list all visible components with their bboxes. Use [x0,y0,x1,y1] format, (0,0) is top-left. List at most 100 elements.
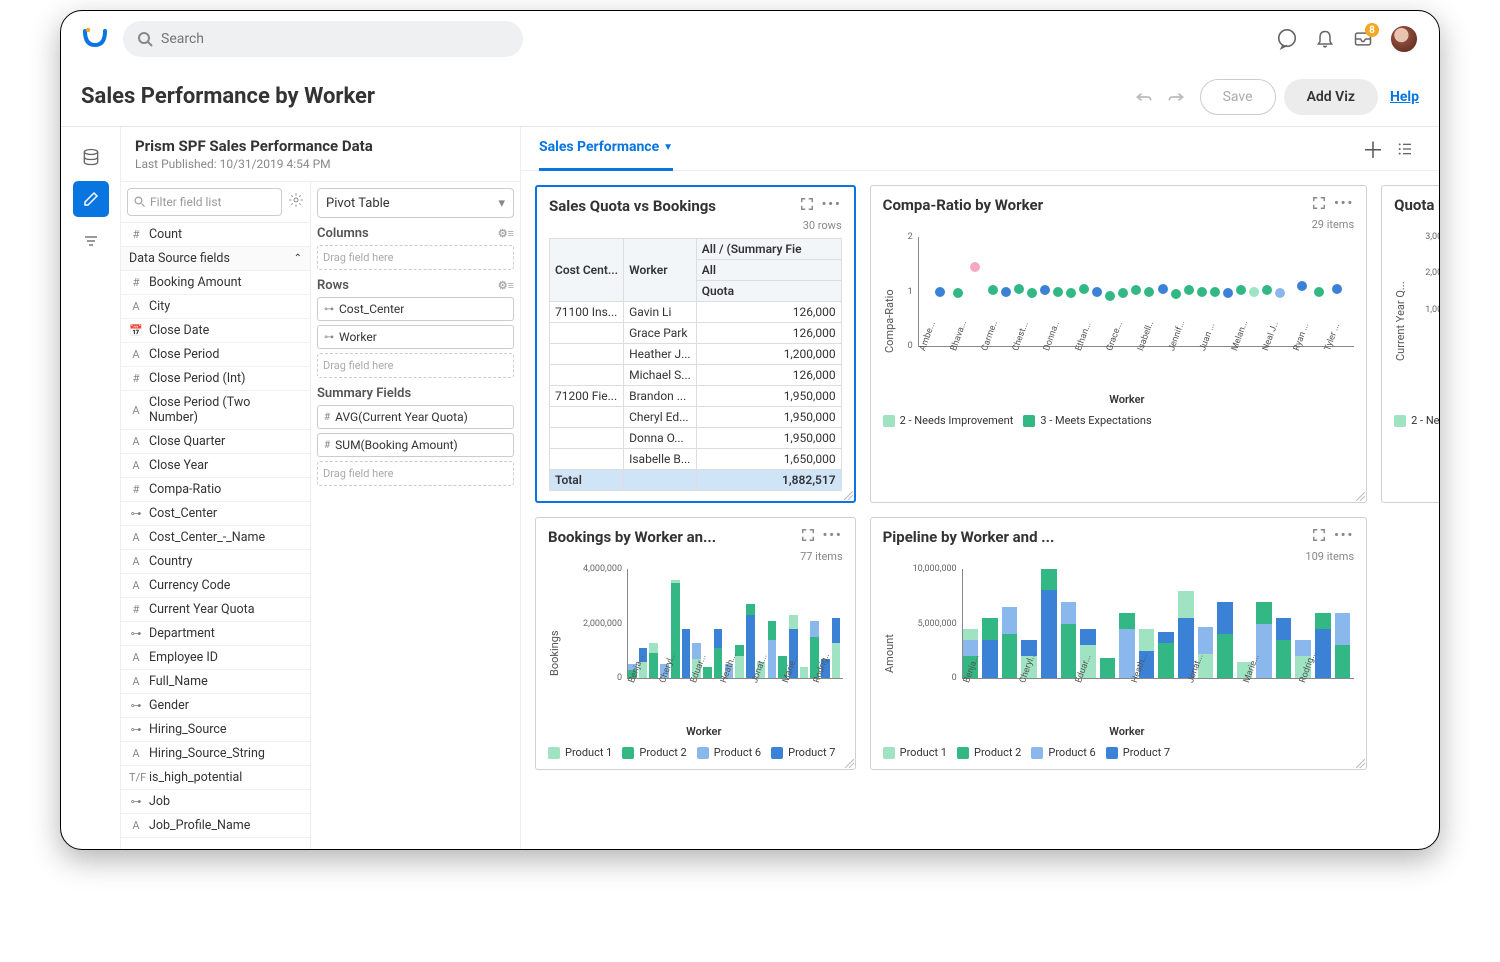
columns-dropzone[interactable]: Drag field here [317,245,514,270]
table-row[interactable]: Isabelle B...1,650,000 [550,449,842,470]
field-item[interactable]: ACountry [121,550,310,574]
legend-item[interactable]: 2 - Needs Improvement [883,414,1014,427]
pivot-chip[interactable]: ⊶Worker [317,325,514,349]
field-item[interactable]: ⊶Department [121,622,310,646]
pivot-chip[interactable]: #SUM(Booking Amount) [317,433,514,457]
card-pipeline-by-worker[interactable]: Pipeline by Worker and ... ••• 109 items… [870,517,1368,770]
total-row: Total1,882,517 [550,470,842,491]
viz-type-select[interactable]: Pivot Table▾ [317,188,514,218]
card-title: Pipeline by Worker and ... [883,528,1313,546]
add-viz-button[interactable]: Add Viz [1284,79,1378,115]
field-settings-icon[interactable] [288,192,304,212]
expand-icon[interactable] [1312,528,1326,546]
legend-item[interactable]: Product 1 [883,746,947,759]
field-item[interactable]: T/Fis_high_potential [121,766,310,790]
field-item[interactable]: AEmployee ID [121,646,310,670]
legend-item[interactable]: Product 7 [1106,746,1170,759]
table-row[interactable]: Michael S...126,000 [550,365,842,386]
field-item[interactable]: 📅Close Date [121,319,310,343]
table-row[interactable]: Donna O...1,950,000 [550,428,842,449]
rows-config-icon[interactable]: ⚙≡ [498,279,514,292]
legend-item[interactable]: 2 - Needs Improvement [1394,414,1439,427]
table-row[interactable]: 71100 Ins...Gavin Li126,000 [550,302,842,323]
legend-item[interactable]: Product 6 [1031,746,1095,759]
notifications-icon[interactable] [1313,27,1337,51]
field-item[interactable]: AClose Period (Two Number) [121,391,310,430]
field-item[interactable]: AJob_Profile_Name [121,814,310,838]
expand-icon[interactable] [801,528,815,546]
field-item[interactable]: #Current Year Quota [121,598,310,622]
table-row[interactable]: Cheryl Ed...1,950,000 [550,407,842,428]
pivot-chip[interactable]: #AVG(Current Year Quota) [317,405,514,429]
card-title: Sales Quota vs Bookings [549,197,800,215]
card-subtitle: 77 items [548,550,843,563]
legend-item[interactable]: Product 1 [548,746,612,759]
save-button[interactable]: Save [1200,79,1276,115]
global-search[interactable] [123,21,523,57]
y-axis-label: Current Year Q... [1394,237,1407,406]
more-icon[interactable]: ••• [1334,528,1354,546]
pivot-chip[interactable]: ⊶Cost_Center [317,297,514,321]
title-row: Sales Performance by Worker Save Add Viz… [61,67,1439,127]
field-item[interactable]: #Booking Amount [121,271,310,295]
field-item[interactable]: #Close Period (Int) [121,367,310,391]
resize-handle[interactable] [844,491,853,500]
expand-icon[interactable] [800,197,814,215]
field-item[interactable]: ACurrency Code [121,574,310,598]
expand-icon[interactable] [1312,196,1326,214]
workday-logo[interactable] [81,25,109,53]
legend-item[interactable]: 3 - Meets Expectations [1023,414,1151,427]
inbox-icon[interactable]: 8 [1351,27,1375,51]
undo-button[interactable] [1128,81,1160,113]
field-group-header[interactable]: Data Source fields⌃ [121,247,310,271]
add-tab-icon[interactable]: ＋ [1357,133,1389,165]
field-item[interactable]: ⊶Hiring_Source [121,718,310,742]
card-quota-vs-bookings[interactable]: Sales Quota vs Bookings ••• 30 rows Cost… [535,185,856,503]
rows-dropzone[interactable]: Drag field here [317,353,514,378]
help-link[interactable]: Help [1390,89,1419,105]
field-item[interactable]: ACost_Center_-_Name [121,526,310,550]
field-item[interactable]: #Compa-Ratio [121,478,310,502]
rail-edit-icon[interactable] [73,181,109,217]
field-item[interactable]: ⊶Gender [121,694,310,718]
more-icon[interactable]: ••• [1334,196,1354,214]
card-compa-ratio[interactable]: Compa-Ratio by Worker ••• 29 items Compa… [870,185,1368,503]
columns-config-icon[interactable]: ⚙≡ [498,227,514,240]
tab-sales-performance[interactable]: Sales Performance▼ [539,127,673,171]
rail-data-icon[interactable] [73,139,109,175]
legend-item[interactable]: Product 7 [771,746,835,759]
legend-item[interactable]: Product 2 [622,746,686,759]
table-row[interactable]: Grace Park126,000 [550,323,842,344]
list-view-icon[interactable] [1389,133,1421,165]
field-item[interactable]: AHiring_Source_String [121,742,310,766]
field-item[interactable]: AFull_Name [121,670,310,694]
field-item[interactable]: ⊶Cost_Center [121,502,310,526]
legend-item[interactable]: Product 6 [697,746,761,759]
field-item[interactable]: ACity [121,295,310,319]
resize-handle[interactable] [1356,759,1365,768]
user-avatar[interactable] [1389,24,1419,54]
field-item[interactable]: #Count [121,223,310,247]
search-input[interactable] [161,31,509,47]
table-row[interactable]: 71200 Fie...Brandon ...1,950,000 [550,386,842,407]
more-icon[interactable]: ••• [823,528,843,546]
redo-button[interactable] [1160,81,1192,113]
field-item[interactable]: AClose Year [121,454,310,478]
canvas: Sales Performance▼ ＋ Sales Quota vs Book… [521,127,1439,849]
summary-dropzone[interactable]: Drag field here [317,461,514,486]
resize-handle[interactable] [1356,492,1365,501]
card-subtitle: 29 items [1394,218,1439,231]
table-row[interactable]: Heather J...1,200,000 [550,344,842,365]
legend-item[interactable]: Product 2 [957,746,1021,759]
field-item[interactable]: AClose Quarter [121,430,310,454]
field-item[interactable]: ⊶Job [121,790,310,814]
card-bookings-by-worker[interactable]: Bookings by Worker an... ••• 77 items Bo… [535,517,856,770]
chat-icon[interactable] [1275,27,1299,51]
rail-filter-icon[interactable] [73,223,109,259]
resize-handle[interactable] [845,759,854,768]
page-title: Sales Performance by Worker [81,84,375,109]
filter-field-input[interactable]: Filter field list [127,188,282,216]
more-icon[interactable]: ••• [822,197,842,215]
field-item[interactable]: AClose Period [121,343,310,367]
card-quota-by-worker[interactable]: Quota by Worker ••• 29 items Current Yea… [1381,185,1439,503]
